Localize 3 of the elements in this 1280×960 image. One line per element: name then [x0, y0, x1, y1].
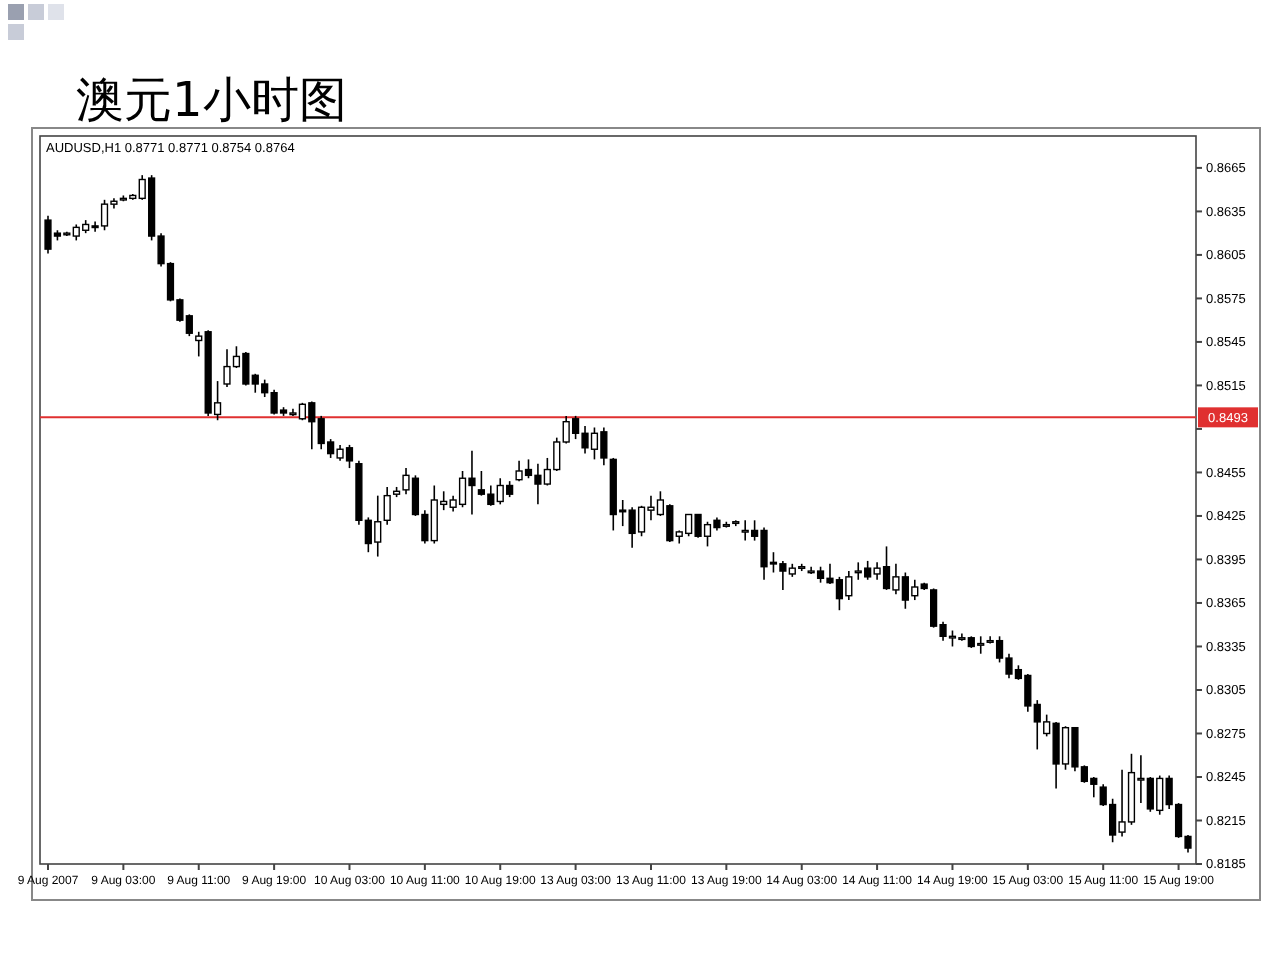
candlestick [477, 470, 486, 497]
chart-title: 澳元1小时图 [76, 72, 347, 128]
candlestick [383, 486, 391, 526]
